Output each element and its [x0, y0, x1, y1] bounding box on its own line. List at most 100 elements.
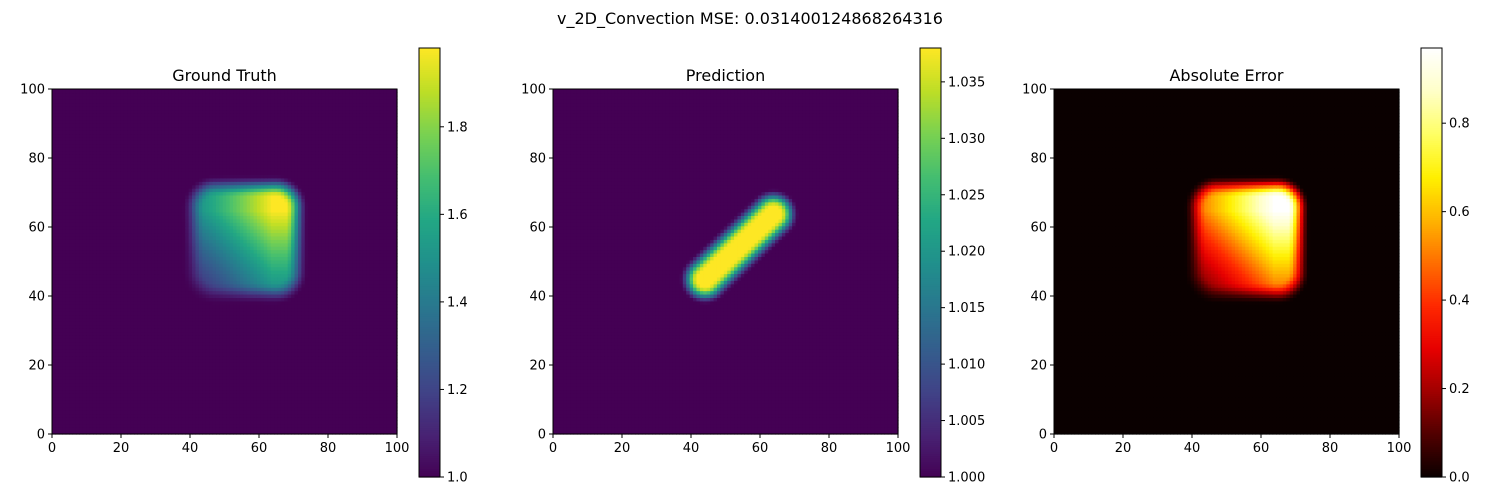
heatmap-cell	[393, 369, 398, 374]
heatmap-cell	[229, 311, 234, 316]
heatmap-cell	[92, 406, 98, 411]
heatmap-cell	[338, 362, 343, 367]
heatmap-cell	[215, 280, 220, 285]
heatmap-cell	[198, 427, 203, 432]
heatmap-cell	[239, 362, 244, 367]
heatmap-cell	[304, 341, 309, 346]
heatmap-cell	[243, 365, 248, 370]
heatmap-cell	[89, 311, 94, 316]
heatmap-cell	[390, 331, 395, 336]
heatmap-cell	[332, 355, 337, 360]
heatmap-cell	[157, 287, 162, 292]
heatmap-cell	[215, 369, 220, 374]
heatmap-cell	[89, 427, 94, 432]
heatmap-cell	[233, 311, 238, 316]
heatmap-cell	[379, 427, 384, 432]
heatmap-cell	[359, 382, 364, 387]
heatmap-cell	[202, 334, 207, 339]
heatmap-cell	[89, 358, 94, 363]
heatmap-cell	[185, 338, 190, 343]
heatmap-cell	[383, 427, 388, 432]
heatmap-cell	[106, 413, 111, 418]
heatmap-cell	[294, 314, 299, 319]
heatmap-cell	[181, 362, 186, 367]
heatmap-cell	[133, 369, 138, 374]
heatmap-cell	[92, 263, 98, 268]
heatmap-cell	[205, 314, 210, 319]
heatmap-cell	[383, 362, 388, 367]
heatmap-cell	[373, 365, 378, 370]
heatmap-cell	[233, 379, 238, 384]
heatmap-cell	[379, 270, 384, 275]
heatmap-cell	[123, 399, 128, 404]
heatmap-cell	[103, 430, 108, 435]
heatmap-cell	[174, 420, 179, 425]
heatmap-cell	[284, 379, 289, 384]
heatmap-cell	[287, 334, 292, 339]
heatmap-cell	[106, 280, 111, 285]
heatmap-cell	[110, 314, 115, 319]
heatmap-cell	[86, 420, 91, 425]
heatmap-cell	[246, 369, 251, 374]
heatmap-cell	[205, 311, 210, 316]
heatmap-cell	[99, 334, 104, 339]
heatmap-cell	[267, 369, 272, 374]
heatmap-cell	[356, 386, 361, 391]
heatmap-cell	[188, 369, 193, 374]
heatmap-cell	[110, 416, 115, 421]
heatmap-cell	[181, 369, 186, 374]
heatmap-cell	[356, 416, 361, 421]
heatmap-cell	[236, 423, 241, 428]
heatmap-cell	[147, 362, 152, 367]
heatmap-cell	[315, 293, 320, 298]
heatmap-cell	[369, 393, 374, 398]
heatmap-cell	[263, 393, 268, 398]
heatmap-cell	[171, 263, 176, 268]
heatmap-cell	[185, 420, 190, 425]
heatmap-cell	[178, 334, 183, 339]
heatmap-cell	[82, 430, 87, 435]
heatmap-cell	[369, 372, 374, 377]
heatmap-cell	[55, 406, 60, 411]
heatmap-cell	[318, 423, 323, 428]
heatmap-cell	[185, 345, 190, 350]
heatmap-cell	[106, 372, 111, 377]
heatmap-cell	[147, 372, 152, 377]
heatmap-cell	[205, 293, 210, 298]
heatmap-cell	[69, 362, 74, 367]
heatmap-cell	[144, 365, 149, 370]
heatmap-cell	[315, 362, 320, 367]
heatmap-cell	[103, 331, 108, 336]
heatmap-cell	[79, 365, 84, 370]
heatmap-cell	[215, 311, 220, 316]
heatmap-cell	[147, 263, 152, 268]
heatmap-cell	[185, 379, 190, 384]
heatmap-cell	[92, 304, 98, 309]
heatmap-cell	[287, 410, 292, 415]
heatmap-cell	[274, 423, 279, 428]
heatmap-cell	[338, 287, 343, 292]
heatmap-cell	[229, 338, 234, 343]
heatmap-cell	[157, 372, 162, 377]
heatmap-cell	[185, 403, 190, 408]
heatmap-cell	[151, 273, 156, 278]
heatmap-cell	[376, 379, 381, 384]
heatmap-cell	[192, 386, 197, 391]
heatmap-cell	[321, 293, 326, 298]
heatmap-cell	[297, 416, 302, 421]
heatmap-cell	[110, 331, 115, 336]
heatmap-cell	[137, 386, 142, 391]
heatmap-cell	[332, 420, 337, 425]
heatmap-cell	[195, 416, 200, 421]
heatmap-cell	[154, 341, 159, 346]
heatmap-cell	[338, 324, 343, 329]
heatmap-cell	[342, 331, 347, 336]
heatmap-cell	[260, 362, 265, 367]
heatmap-cell	[277, 393, 282, 398]
heatmap-cell	[239, 406, 244, 411]
heatmap-cell	[58, 386, 63, 391]
heatmap-cell	[369, 396, 374, 401]
heatmap-cell	[243, 393, 248, 398]
heatmap-cell	[325, 369, 330, 374]
heatmap-cell	[274, 358, 279, 363]
